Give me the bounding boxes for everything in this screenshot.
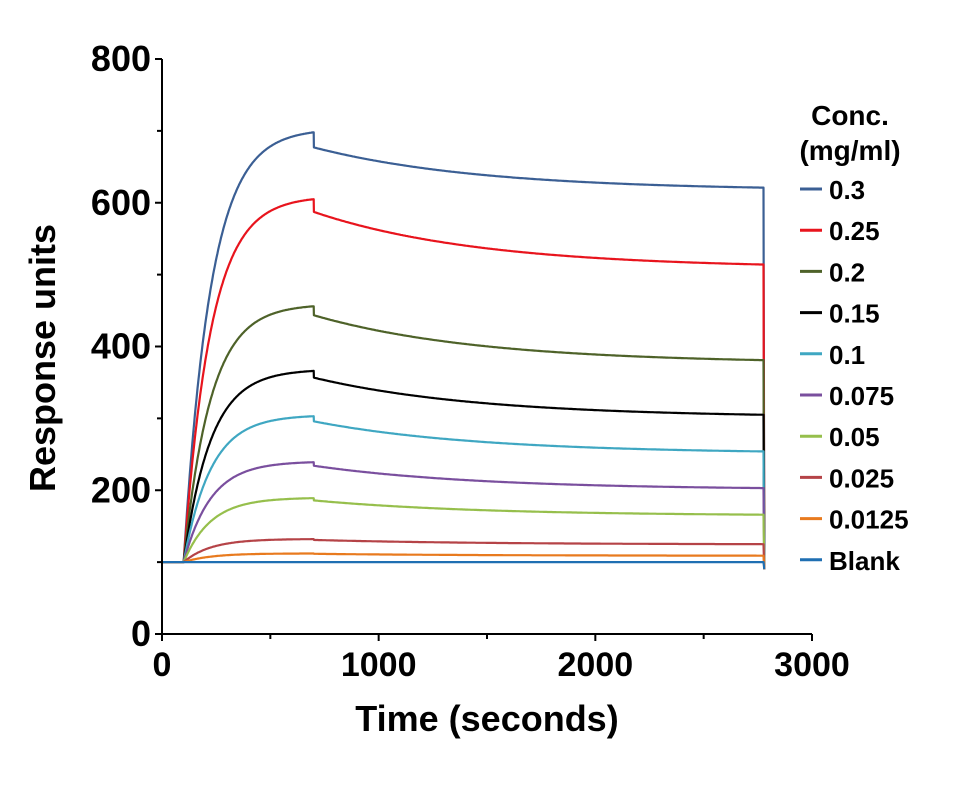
y-tick-label: 0 — [131, 613, 151, 654]
y-tick-label: 600 — [91, 182, 151, 223]
y-tick-label: 200 — [91, 469, 151, 510]
legend-items: 0.3 0.25 0.2 0.15 0.1 0.075 0.05 0.025 0.0125 Bla… — [800, 175, 909, 576]
x-ticks: 0 1000 2000 3000 — [153, 634, 850, 684]
series-line-0.0125 — [162, 552, 766, 570]
series-line-0.3 — [162, 131, 766, 570]
x-tick-label: 0 — [153, 646, 172, 684]
legend-label-0.05: 0.05 — [829, 422, 880, 452]
legend-label-0.0125: 0.0125 — [829, 505, 909, 535]
y-ticks: 0 200 400 600 800 — [91, 38, 162, 654]
legend-label-0.1: 0.1 — [829, 340, 865, 370]
legend-label-0.3: 0.3 — [829, 175, 865, 205]
series-line-0.025 — [162, 538, 766, 570]
series-line-0.075 — [162, 461, 766, 570]
legend-label-0.025: 0.025 — [829, 463, 894, 493]
x-tick-label: 1000 — [341, 646, 417, 684]
x-tick-label: 3000 — [774, 646, 850, 684]
legend-label-0.075: 0.075 — [829, 381, 894, 411]
series-line-0.1 — [162, 415, 766, 570]
plot-area — [162, 131, 766, 570]
series-line-0.25 — [162, 198, 766, 570]
legend-title-line-1: Conc. — [811, 100, 889, 131]
y-axis-title: Response units — [22, 224, 63, 492]
legend-label-0.25: 0.25 — [829, 216, 880, 246]
y-tick-label: 400 — [91, 326, 151, 367]
legend-label-0.15: 0.15 — [829, 299, 880, 329]
legend: Conc. (mg/ml) 0.3 0.25 0.2 0.15 0.1 0.075 0.05… — [799, 100, 908, 576]
series-line-Blank — [162, 561, 766, 570]
x-tick-label: 2000 — [558, 646, 634, 684]
series-line-0.15 — [162, 369, 766, 570]
legend-label-Blank: Blank — [829, 546, 900, 576]
series-line-0.2 — [162, 305, 766, 570]
legend-label-0.2: 0.2 — [829, 257, 865, 287]
legend-title-line-2: (mg/ml) — [799, 135, 900, 166]
y-tick-label: 800 — [91, 38, 151, 79]
x-axis-title: Time (seconds) — [355, 698, 618, 739]
series-line-0.05 — [162, 497, 766, 570]
